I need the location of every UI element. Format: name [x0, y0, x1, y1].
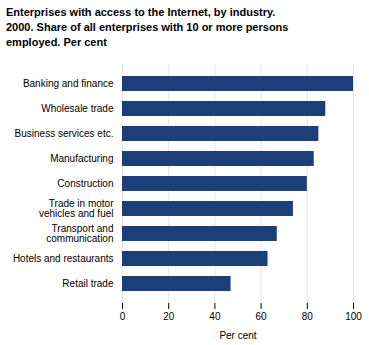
svg-text:Retail trade: Retail trade — [62, 278, 114, 289]
html-text:Enterprises with access to the: Enterprises with access to the Internet,… — [6, 6, 289, 48]
svg-text:Manufacturing: Manufacturing — [50, 153, 113, 164]
svg-text:Trade in motorvehicles and fue: Trade in motorvehicles and fuel — [39, 198, 114, 219]
svg-text:Per cent: Per cent — [219, 329, 256, 340]
svg-text:40: 40 — [209, 310, 221, 321]
svg-text:20: 20 — [163, 310, 175, 321]
svg-text:Hotels and restaurants: Hotels and restaurants — [13, 253, 114, 264]
svg-text:80: 80 — [302, 310, 314, 321]
svg-text:Construction: Construction — [57, 178, 113, 189]
svg-text:Transport andcommunication: Transport andcommunication — [46, 223, 113, 244]
svg-text:Business services etc.: Business services etc. — [15, 128, 114, 139]
svg-text:Wholesale trade: Wholesale trade — [41, 103, 114, 114]
svg-text:Banking and finance: Banking and finance — [23, 78, 114, 89]
svg-text:60: 60 — [256, 310, 268, 321]
svg-text:100: 100 — [345, 310, 362, 321]
svg-text:0: 0 — [120, 310, 126, 321]
